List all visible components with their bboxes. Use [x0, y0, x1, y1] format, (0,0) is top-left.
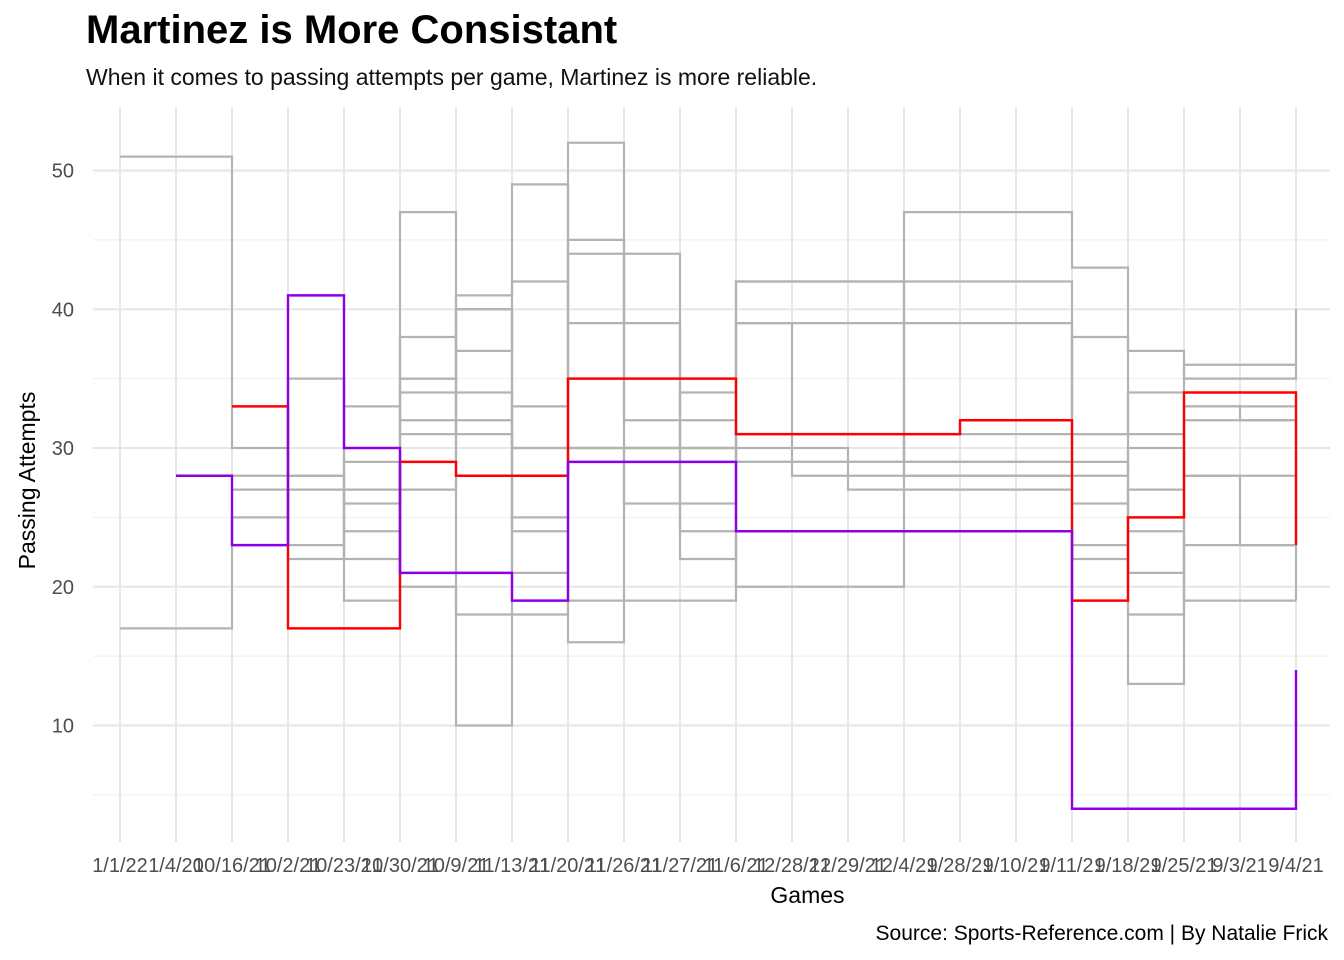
y-tick-label: 50	[52, 161, 74, 183]
x-tick-label: 1/1/22	[92, 855, 148, 877]
x-tick-label: 10/23/21	[305, 855, 383, 877]
x-tick-label: 9/4/21	[1268, 855, 1324, 877]
x-tick-label: 11/6/21	[703, 855, 768, 877]
chart-title: Martinez is More Consistant	[86, 8, 618, 52]
series-line-other-8	[400, 308, 1296, 616]
chart-caption: Source: Sports-Reference.com | By Natali…	[875, 922, 1328, 945]
x-tick-label: 11/26/21	[586, 855, 662, 877]
series-line-other-1	[120, 308, 1296, 630]
x-tick-label: 10/30/21	[361, 855, 439, 877]
y-tick-label: 10	[52, 716, 74, 738]
x-tick-label: 9/3/21	[1212, 855, 1268, 877]
x-tick-label: 9/11/21	[1039, 855, 1104, 877]
x-tick-label: 9/10/21	[983, 855, 1050, 877]
x-tick-label: 9/18/21	[1095, 855, 1162, 877]
y-tick-label: 20	[52, 577, 74, 599]
x-tick-label: 10/2/21	[255, 855, 322, 877]
series-line-highlight-10	[176, 294, 1298, 810]
y-tick-label: 30	[52, 438, 74, 460]
x-tick-label: 11/13/21	[474, 855, 550, 877]
chart-subtitle: When it comes to passing attempts per ga…	[86, 64, 818, 90]
x-tick-label: 12/29/21	[809, 855, 887, 877]
x-tick-label: 12/4/21	[871, 855, 938, 877]
x-tick-label: 1/4/20	[148, 855, 204, 877]
x-tick-label: 10/16/21	[193, 855, 271, 877]
y-axis-title: Passing Attempts	[14, 392, 40, 570]
x-tick-label: 11/27/21	[642, 855, 718, 877]
y-tick-label: 40	[52, 299, 74, 321]
x-tick-label: 9/25/21	[1151, 855, 1218, 877]
x-axis-title: Games	[770, 882, 844, 908]
x-tick-label: 11/20/21	[530, 855, 606, 877]
series-line-other-3	[232, 211, 1298, 561]
x-tick-label: 10/9/21	[423, 855, 490, 877]
series-line-other-2	[232, 252, 1296, 547]
x-tick-label: 9/28/21	[927, 855, 994, 877]
x-tick-label: 12/28/21	[753, 855, 831, 877]
